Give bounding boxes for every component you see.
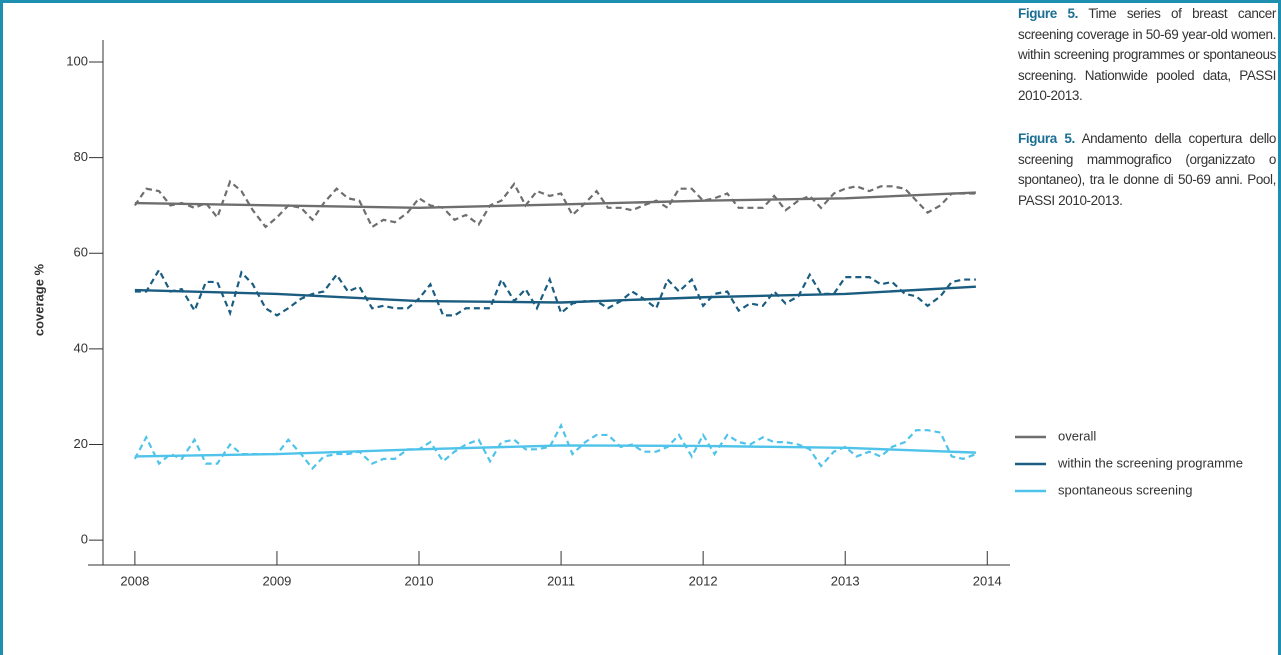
caption-italian: Figura 5. Andamento della copertura dell… bbox=[1018, 129, 1276, 211]
caption-label: Figura 5. bbox=[1018, 131, 1075, 146]
x-tick-label: 2014 bbox=[973, 573, 1002, 588]
trend-line bbox=[134, 191, 976, 210]
x-tick-label: 2008 bbox=[120, 573, 149, 588]
y-tick-label: 100 bbox=[66, 53, 88, 68]
legend-label: spontaneous screening bbox=[1058, 482, 1192, 497]
y-tick-label: 60 bbox=[74, 245, 88, 260]
y-axis-label: coverage % bbox=[31, 263, 46, 336]
y-tick-label: 20 bbox=[74, 436, 88, 451]
y-tick-label: 80 bbox=[74, 149, 88, 164]
caption-label: Figure 5. bbox=[1018, 6, 1078, 21]
caption-text: Time series of breast cancer screening c… bbox=[1018, 6, 1276, 103]
data-line bbox=[134, 267, 976, 317]
trend-line bbox=[134, 444, 976, 458]
x-tick-label: 2010 bbox=[405, 573, 434, 588]
x-tick-label: 2013 bbox=[831, 573, 860, 588]
x-tick-label: 2009 bbox=[262, 573, 291, 588]
y-tick-label: 0 bbox=[81, 532, 88, 547]
caption-english: Figure 5. Time series of breast cancer s… bbox=[1018, 4, 1276, 107]
caption-text: Andamento della copertura dello screenin… bbox=[1018, 131, 1276, 208]
legend-label: within the screening programme bbox=[1057, 455, 1243, 470]
x-tick-label: 2011 bbox=[547, 573, 575, 588]
y-tick-label: 40 bbox=[74, 340, 88, 355]
legend-label: overall bbox=[1058, 428, 1096, 443]
x-tick-label: 2012 bbox=[689, 573, 718, 588]
trend-line bbox=[134, 285, 976, 304]
